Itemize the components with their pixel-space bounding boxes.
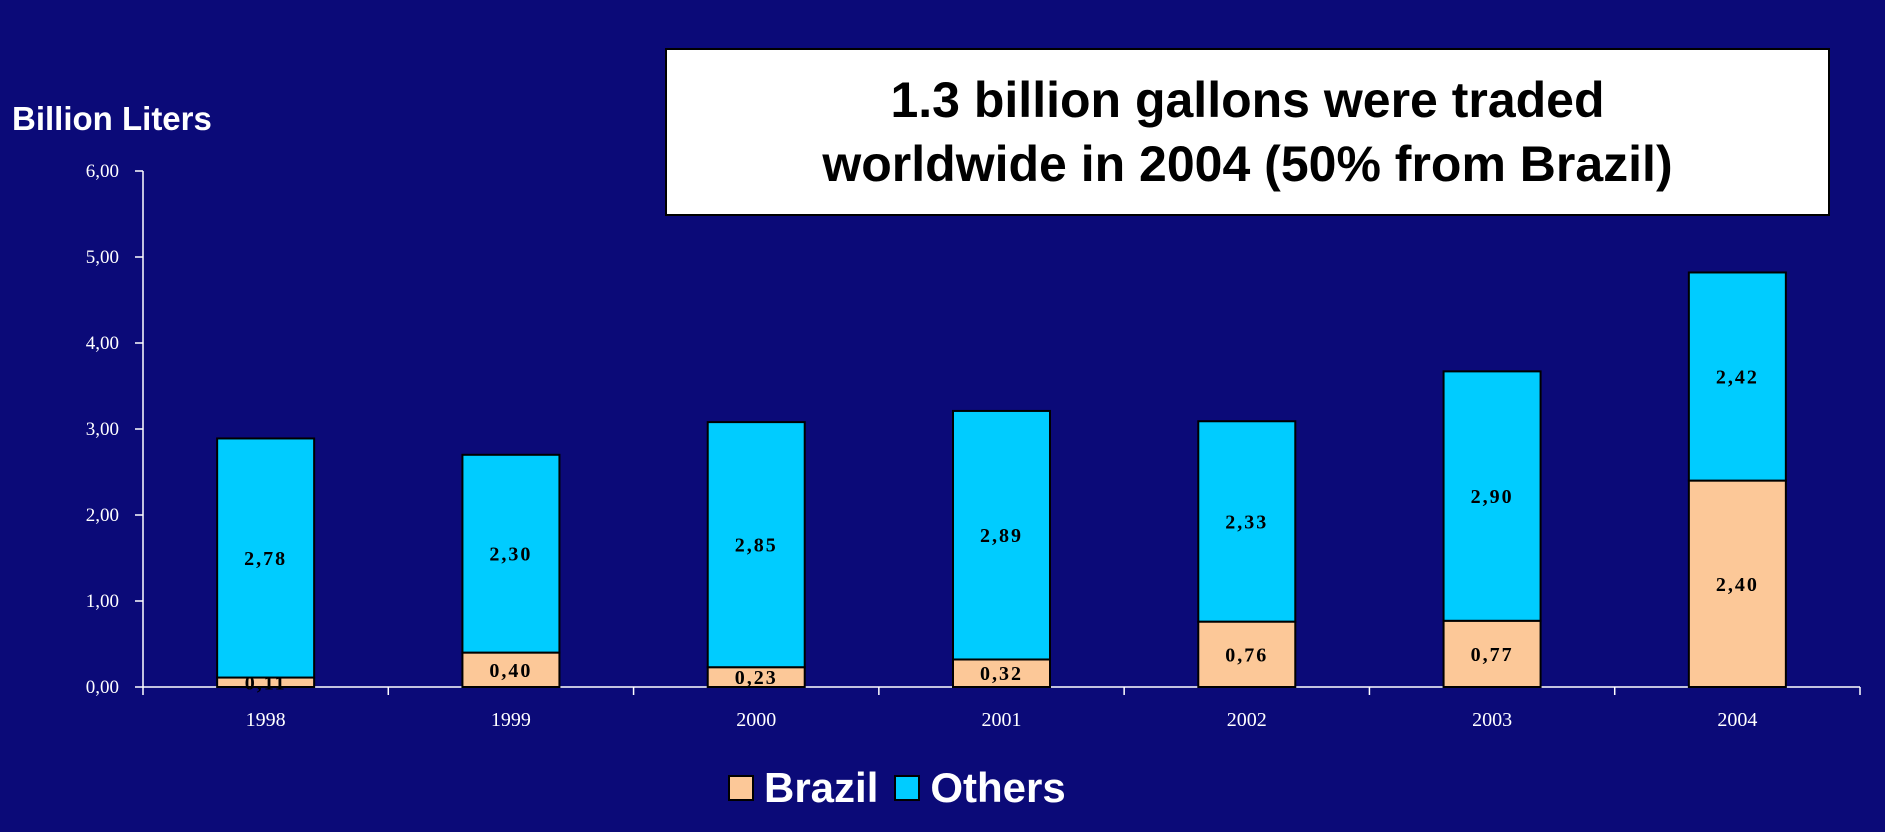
data-label-others: 2,85 <box>735 535 778 557</box>
bar-segment-brazil <box>1442 619 1542 689</box>
x-tick-label: 2000 <box>736 709 776 731</box>
x-tick-label: 1998 <box>246 709 286 731</box>
data-label-brazil: 0,77 <box>1471 644 1514 666</box>
legend-item-others: Others <box>894 764 1066 812</box>
y-tick-label: 1,00 <box>86 591 119 612</box>
data-label-others: 2,30 <box>489 544 532 566</box>
bar-segment-others <box>952 409 1051 661</box>
legend: Brazil Others <box>728 764 1082 812</box>
legend-swatch-brazil <box>728 775 754 801</box>
x-tick-label: 2001 <box>982 709 1022 731</box>
legend-swatch-others <box>894 775 921 801</box>
legend-item-brazil: Brazil <box>728 764 878 812</box>
y-tick-label: 5,00 <box>86 247 119 268</box>
bar-segment-others <box>216 437 316 679</box>
bar-segment-others <box>706 421 806 669</box>
data-label-others: 2,42 <box>1716 367 1759 389</box>
y-tick-label: 0,00 <box>86 677 119 698</box>
data-label-brazil: 0,76 <box>1225 644 1268 666</box>
y-tick-label: 3,00 <box>86 419 119 440</box>
x-tick-label: 2002 <box>1227 709 1267 731</box>
data-label-others: 2,90 <box>1471 486 1514 508</box>
data-label-brazil: 2,40 <box>1716 574 1759 596</box>
bar-segment-brazil <box>1687 479 1787 688</box>
chart-title: 1.3 billion gallons were traded worldwide… <box>667 68 1828 196</box>
bar-segment-brazil <box>952 658 1051 688</box>
data-label-brazil: 0,40 <box>489 660 532 682</box>
y-axis-label: Billion Liters <box>12 100 212 137</box>
chart-title-line-2: worldwide in 2004 (50% from Brazil) <box>822 136 1673 192</box>
title-box: 1.3 billion gallons were traded worldwide… <box>665 48 1830 216</box>
y-tick-label: 6,00 <box>86 161 119 182</box>
data-label-brazil: 0,23 <box>735 667 778 689</box>
bar-segment-brazil <box>1197 620 1297 689</box>
bar-segment-others <box>1197 420 1297 623</box>
bar-segment-others <box>1687 271 1787 482</box>
y-tick-label: 4,00 <box>86 333 119 354</box>
data-label-others: 2,89 <box>980 525 1023 547</box>
data-label-brazil: 0,32 <box>980 663 1023 685</box>
legend-label-others: Others <box>930 764 1066 811</box>
chart-title-line-1: 1.3 billion gallons were traded <box>890 72 1605 128</box>
data-label-others: 2,33 <box>1225 511 1268 533</box>
bar-segment-others <box>1442 370 1542 622</box>
bar-segment-others <box>461 453 561 654</box>
x-tick-label: 1999 <box>491 709 531 731</box>
y-tick-label: 2,00 <box>86 505 119 526</box>
x-tick-label: 2003 <box>1472 709 1512 731</box>
legend-label-brazil: Brazil <box>764 764 879 811</box>
data-label-others: 2,78 <box>244 548 287 570</box>
x-tick-label: 2004 <box>1717 709 1757 731</box>
